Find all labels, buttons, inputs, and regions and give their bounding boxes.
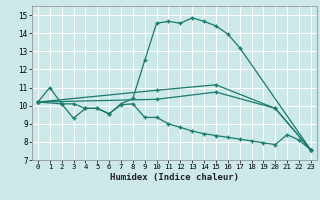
X-axis label: Humidex (Indice chaleur): Humidex (Indice chaleur)	[110, 173, 239, 182]
